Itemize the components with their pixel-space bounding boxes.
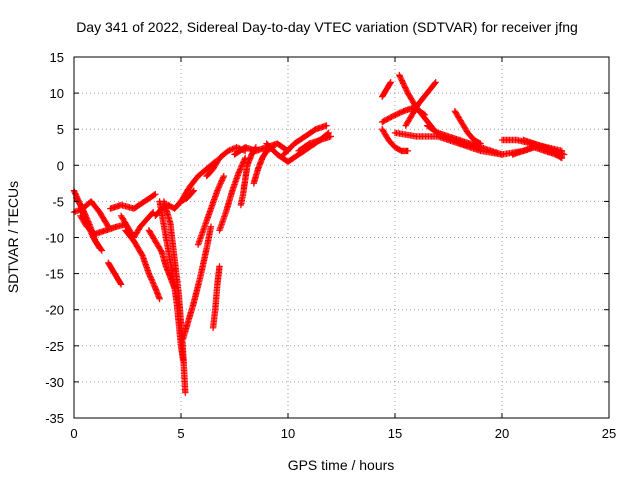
- x-tick-label: 25: [602, 426, 616, 441]
- series-arc-32: [451, 108, 484, 147]
- data-point-markers: [423, 122, 484, 151]
- chart-title: Day 341 of 2022, Sidereal Day-to-day VTE…: [76, 19, 578, 35]
- y-tick-label: -15: [45, 267, 64, 282]
- y-tick-label: -25: [45, 339, 64, 354]
- y-tick-label: -35: [45, 411, 64, 426]
- series-arc-29: [402, 79, 439, 129]
- data-point-markers: [177, 158, 219, 205]
- y-tick-label: 0: [57, 158, 64, 173]
- x-tick-label: 15: [388, 426, 402, 441]
- data-point-markers: [379, 126, 411, 155]
- data-point-markers: [520, 136, 568, 158]
- series-arc-36: [520, 136, 568, 158]
- y-axis-label: SDTVAR / TECUs: [5, 181, 21, 293]
- series-arc-16: [194, 172, 227, 248]
- data-point-markers: [105, 259, 125, 288]
- data-point-markers: [216, 154, 249, 234]
- series-arc-35: [509, 144, 566, 162]
- data-point-markers: [117, 209, 157, 241]
- series-arc-07: [117, 209, 157, 241]
- data-point-markers: [160, 198, 189, 396]
- data-point-markers: [379, 79, 394, 100]
- series-arc-13: [179, 223, 215, 342]
- x-tick-label: 5: [177, 426, 184, 441]
- series-arc-23: [280, 122, 330, 158]
- series-arc-06: [107, 191, 159, 212]
- series-arc-11: [160, 198, 189, 396]
- y-tick-label: 15: [50, 50, 64, 65]
- series-arc-24: [295, 133, 334, 155]
- y-tick-label: 10: [50, 86, 64, 101]
- data-point-markers: [122, 227, 163, 303]
- data-point-markers: [77, 212, 129, 238]
- series-arc-04: [77, 212, 129, 238]
- y-tick-label: -20: [45, 303, 64, 318]
- series-arc-08: [122, 227, 163, 303]
- series-arc-26: [379, 126, 411, 155]
- series-layer: [70, 71, 568, 396]
- data-point-markers: [209, 263, 223, 331]
- data-point-markers: [179, 223, 215, 342]
- tick-layer: 0 5 10 15 20 25 -35 -30 -25 -20 -15 -10 -5 0 5 10 15: [45, 50, 616, 441]
- data-point-markers: [402, 79, 439, 129]
- x-axis-label: GPS time / hours: [288, 457, 395, 473]
- y-tick-label: 5: [57, 122, 64, 137]
- series-arc-14: [209, 263, 223, 331]
- series-arc-25: [379, 79, 394, 100]
- data-point-markers: [194, 172, 227, 248]
- data-point-markers: [295, 133, 334, 155]
- series-arc-18: [216, 154, 249, 234]
- y-tick-label: -5: [52, 194, 64, 209]
- data-point-markers: [451, 108, 484, 147]
- x-tick-label: 0: [70, 426, 77, 441]
- series-arc-05: [105, 259, 125, 288]
- data-point-markers: [107, 191, 159, 212]
- data-point-markers: [280, 122, 330, 158]
- data-point-markers: [509, 144, 566, 162]
- y-tick-label: -10: [45, 231, 64, 246]
- series-arc-31: [423, 122, 484, 151]
- series-arc-15: [177, 158, 219, 205]
- y-tick-label: -30: [45, 375, 64, 390]
- x-tick-label: 10: [281, 426, 295, 441]
- x-tick-label: 20: [495, 426, 509, 441]
